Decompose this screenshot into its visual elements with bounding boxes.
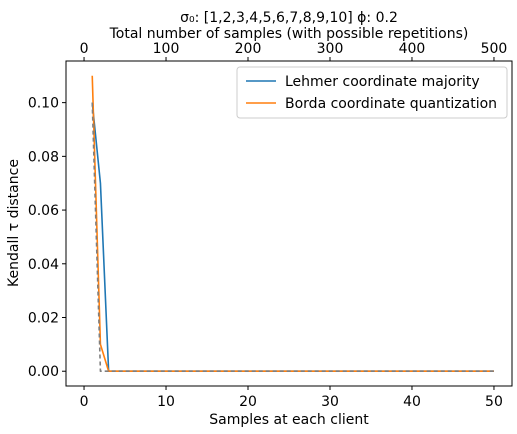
legend-label-lehmer: Lehmer coordinate majority: [285, 74, 480, 90]
top-x-tick-label: 100: [153, 41, 180, 57]
top-x-tick-label: 0: [80, 41, 89, 57]
x-tick-label: 50: [485, 394, 503, 410]
y-tick-label: 0.10: [28, 96, 59, 112]
chart-title-line2: Total number of samples (with possible r…: [109, 26, 469, 42]
x-tick-label: 20: [239, 394, 257, 410]
x-tick-label: 0: [80, 394, 89, 410]
top-x-tick-label: 400: [399, 41, 426, 57]
plot-frame: [65, 60, 513, 387]
y-tick-label: 0.02: [28, 311, 59, 327]
ticks-group: 0 10 20 30 40 500 100 200 300 400 5000.000.020.040…: [28, 41, 508, 410]
y-tick-label: 0.04: [28, 257, 59, 273]
legend-box: [236, 66, 508, 119]
chart-title-line1: σ₀: [1,2,3,4,5,6,7,8,9,10] ϕ: 0.2: [180, 10, 398, 26]
x-axis-label: Samples at each client: [209, 412, 369, 428]
y-tick-label: 0.08: [28, 149, 59, 165]
top-x-tick-label: 300: [317, 41, 344, 57]
series-group: [91, 75, 494, 373]
x-tick-label: 40: [403, 394, 421, 410]
y-axis-label: Kendall τ distance: [6, 159, 22, 287]
series-line-reference-2: [91, 102, 494, 373]
top-x-tick-label: 500: [481, 41, 508, 57]
y-tick-label: 0.06: [28, 203, 59, 219]
series-line-borda-coordinate-quantization: [91, 75, 494, 373]
series-line-lehmer-coordinate-majority: [91, 102, 494, 373]
top-x-tick-label: 200: [235, 41, 262, 57]
legend: Lehmer coordinate majority Borda coordin…: [236, 66, 508, 119]
legend-label-borda: Borda coordinate quantization: [285, 96, 497, 112]
x-tick-label: 10: [157, 394, 175, 410]
y-tick-label: 0.00: [28, 364, 59, 380]
x-tick-label: 30: [321, 394, 339, 410]
